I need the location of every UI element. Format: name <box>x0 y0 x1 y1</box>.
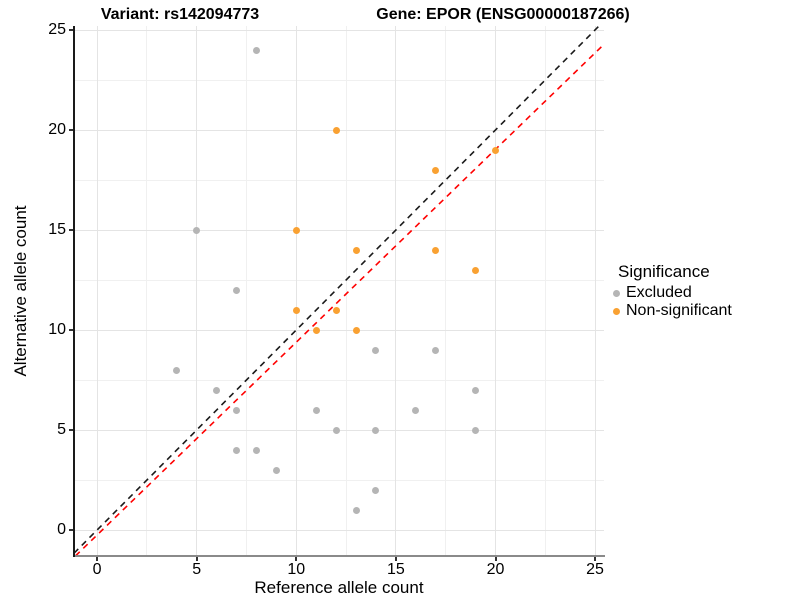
gridline-x-minor <box>544 26 546 556</box>
data-point-non-significant <box>312 326 320 334</box>
data-point-excluded <box>372 426 380 434</box>
x-tick-label: 5 <box>192 561 202 578</box>
gridline-x-minor <box>146 26 148 556</box>
data-point-non-significant <box>292 306 300 314</box>
legend-item-non-significant: Non-significant <box>612 302 792 320</box>
x-tick-mark <box>394 557 397 561</box>
gridline-y-minor <box>74 279 604 281</box>
x-tick-mark <box>96 557 99 561</box>
gridline-x-major <box>495 26 496 556</box>
fit-line <box>74 43 604 556</box>
gridline-x-minor <box>445 26 447 556</box>
gridline-x-major <box>295 26 297 556</box>
x-tick-label: 20 <box>486 561 505 578</box>
x-tick-label: 25 <box>586 561 604 578</box>
legend-swatch-non-significant <box>613 307 620 315</box>
data-point-excluded <box>332 426 340 434</box>
gridline-x-minor <box>246 26 247 556</box>
data-point-excluded <box>352 506 360 514</box>
x-tick-label: 10 <box>287 561 306 578</box>
data-point-excluded <box>272 466 280 474</box>
x-tick-mark <box>594 557 596 561</box>
x-tick-mark <box>295 557 298 561</box>
y-tick-label: 0 <box>57 521 66 538</box>
legend-item-excluded: Excluded <box>612 284 792 302</box>
data-point-excluded <box>233 286 240 294</box>
reference-lines-layer <box>74 26 604 556</box>
y-axis-line <box>73 26 75 557</box>
y-tick-label: 15 <box>48 221 66 238</box>
plot-panel <box>74 26 604 556</box>
data-point-non-significant <box>332 126 340 134</box>
gridline-x-major <box>594 26 596 556</box>
gridline-x-major <box>96 26 98 556</box>
data-point-excluded <box>472 386 479 394</box>
legend-label-excluded: Excluded <box>626 284 692 301</box>
gridline-x-major <box>395 26 397 556</box>
data-point-excluded <box>252 446 260 454</box>
gridline-x-major <box>196 26 198 556</box>
data-point-non-significant <box>432 246 440 254</box>
y-axis-title: Alternative allele count <box>11 205 30 377</box>
y-tick-mark <box>69 29 73 31</box>
data-point-excluded <box>432 346 440 354</box>
gridline-y-major <box>74 29 604 31</box>
y-tick-label: 5 <box>57 421 66 438</box>
y-tick-mark <box>69 529 73 531</box>
gridline-y-major <box>74 229 604 231</box>
gridline-y-major <box>74 329 604 331</box>
legend-items: Excluded Non-significant <box>612 284 792 320</box>
gridline-y-minor <box>74 379 604 381</box>
x-axis-title: Reference allele count <box>254 578 424 597</box>
gridline-y-minor <box>74 179 604 181</box>
data-point-excluded <box>312 406 320 414</box>
legend-swatch-excluded <box>613 289 620 297</box>
data-point-excluded <box>173 366 181 374</box>
x-tick-mark <box>195 557 198 561</box>
data-point-non-significant <box>472 266 479 274</box>
plot-title-variant: Variant: rs142094773 <box>100 6 260 23</box>
gridline-y-major <box>74 529 604 531</box>
data-point-non-significant <box>492 146 499 154</box>
data-point-excluded <box>252 46 260 54</box>
data-point-non-significant <box>352 246 360 254</box>
y-tick-mark <box>69 329 73 331</box>
y-tick-mark <box>69 229 73 231</box>
y-tick-label: 10 <box>48 321 66 338</box>
x-tick-label: 15 <box>386 561 405 578</box>
gridline-x-minor <box>345 26 347 556</box>
x-tick-mark <box>494 557 497 561</box>
data-point-excluded <box>193 226 201 234</box>
legend: Significance Excluded Non-significant <box>612 262 792 320</box>
x-axis-line <box>74 555 605 557</box>
gridline-y-minor <box>74 79 604 81</box>
data-point-excluded <box>233 446 240 454</box>
data-point-excluded <box>372 486 380 494</box>
data-point-excluded <box>233 406 240 414</box>
data-point-non-significant <box>352 326 360 334</box>
data-point-non-significant <box>432 166 440 174</box>
legend-title: Significance <box>618 262 710 281</box>
y-tick-label: 25 <box>48 21 66 38</box>
y-tick-label: 20 <box>48 121 66 138</box>
data-point-excluded <box>213 386 221 394</box>
plot-title-gene: Gene: EPOR (ENSG00000187266) <box>376 6 630 23</box>
data-point-excluded <box>472 426 479 434</box>
identity-line <box>74 26 600 554</box>
data-point-non-significant <box>332 306 340 314</box>
data-point-excluded <box>412 406 420 414</box>
x-tick-label: 0 <box>92 561 102 578</box>
legend-label-non-significant: Non-significant <box>626 302 732 319</box>
y-tick-mark <box>69 129 73 131</box>
data-point-non-significant <box>292 226 300 234</box>
y-tick-mark <box>69 429 73 431</box>
gridline-y-minor <box>74 479 604 481</box>
data-point-excluded <box>372 346 380 354</box>
